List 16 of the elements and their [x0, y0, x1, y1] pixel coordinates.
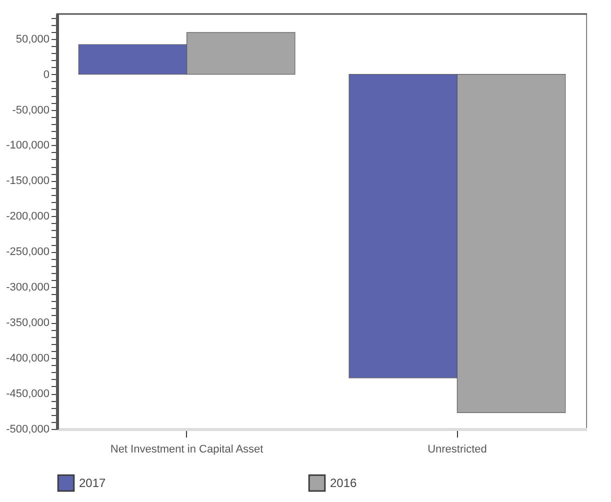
y-tick-label: -150,000	[6, 175, 50, 188]
x-tick-label: Net Investment in Capital Asset	[110, 444, 264, 456]
legend-label: 2017	[79, 476, 106, 490]
y-tick-label: -500,000	[6, 424, 50, 436]
y-tick-label: -200,000	[6, 210, 50, 223]
y-tick-label: -400,000	[6, 352, 50, 365]
y-tick-label: 50,000	[16, 33, 50, 46]
y-tick-label: -100,000	[6, 140, 50, 152]
y-tick-label: -250,000	[6, 246, 50, 258]
x-tick-label: Unrestricted	[428, 444, 487, 456]
y-tick-label: -50,000	[12, 104, 50, 116]
y-tick-label: 0	[43, 68, 50, 81]
y-tick-label: -450,000	[6, 388, 50, 400]
y-tick-label: -300,000	[6, 282, 50, 294]
y-tick-label: -350,000	[6, 317, 50, 330]
legend-label: 2016	[330, 476, 358, 490]
